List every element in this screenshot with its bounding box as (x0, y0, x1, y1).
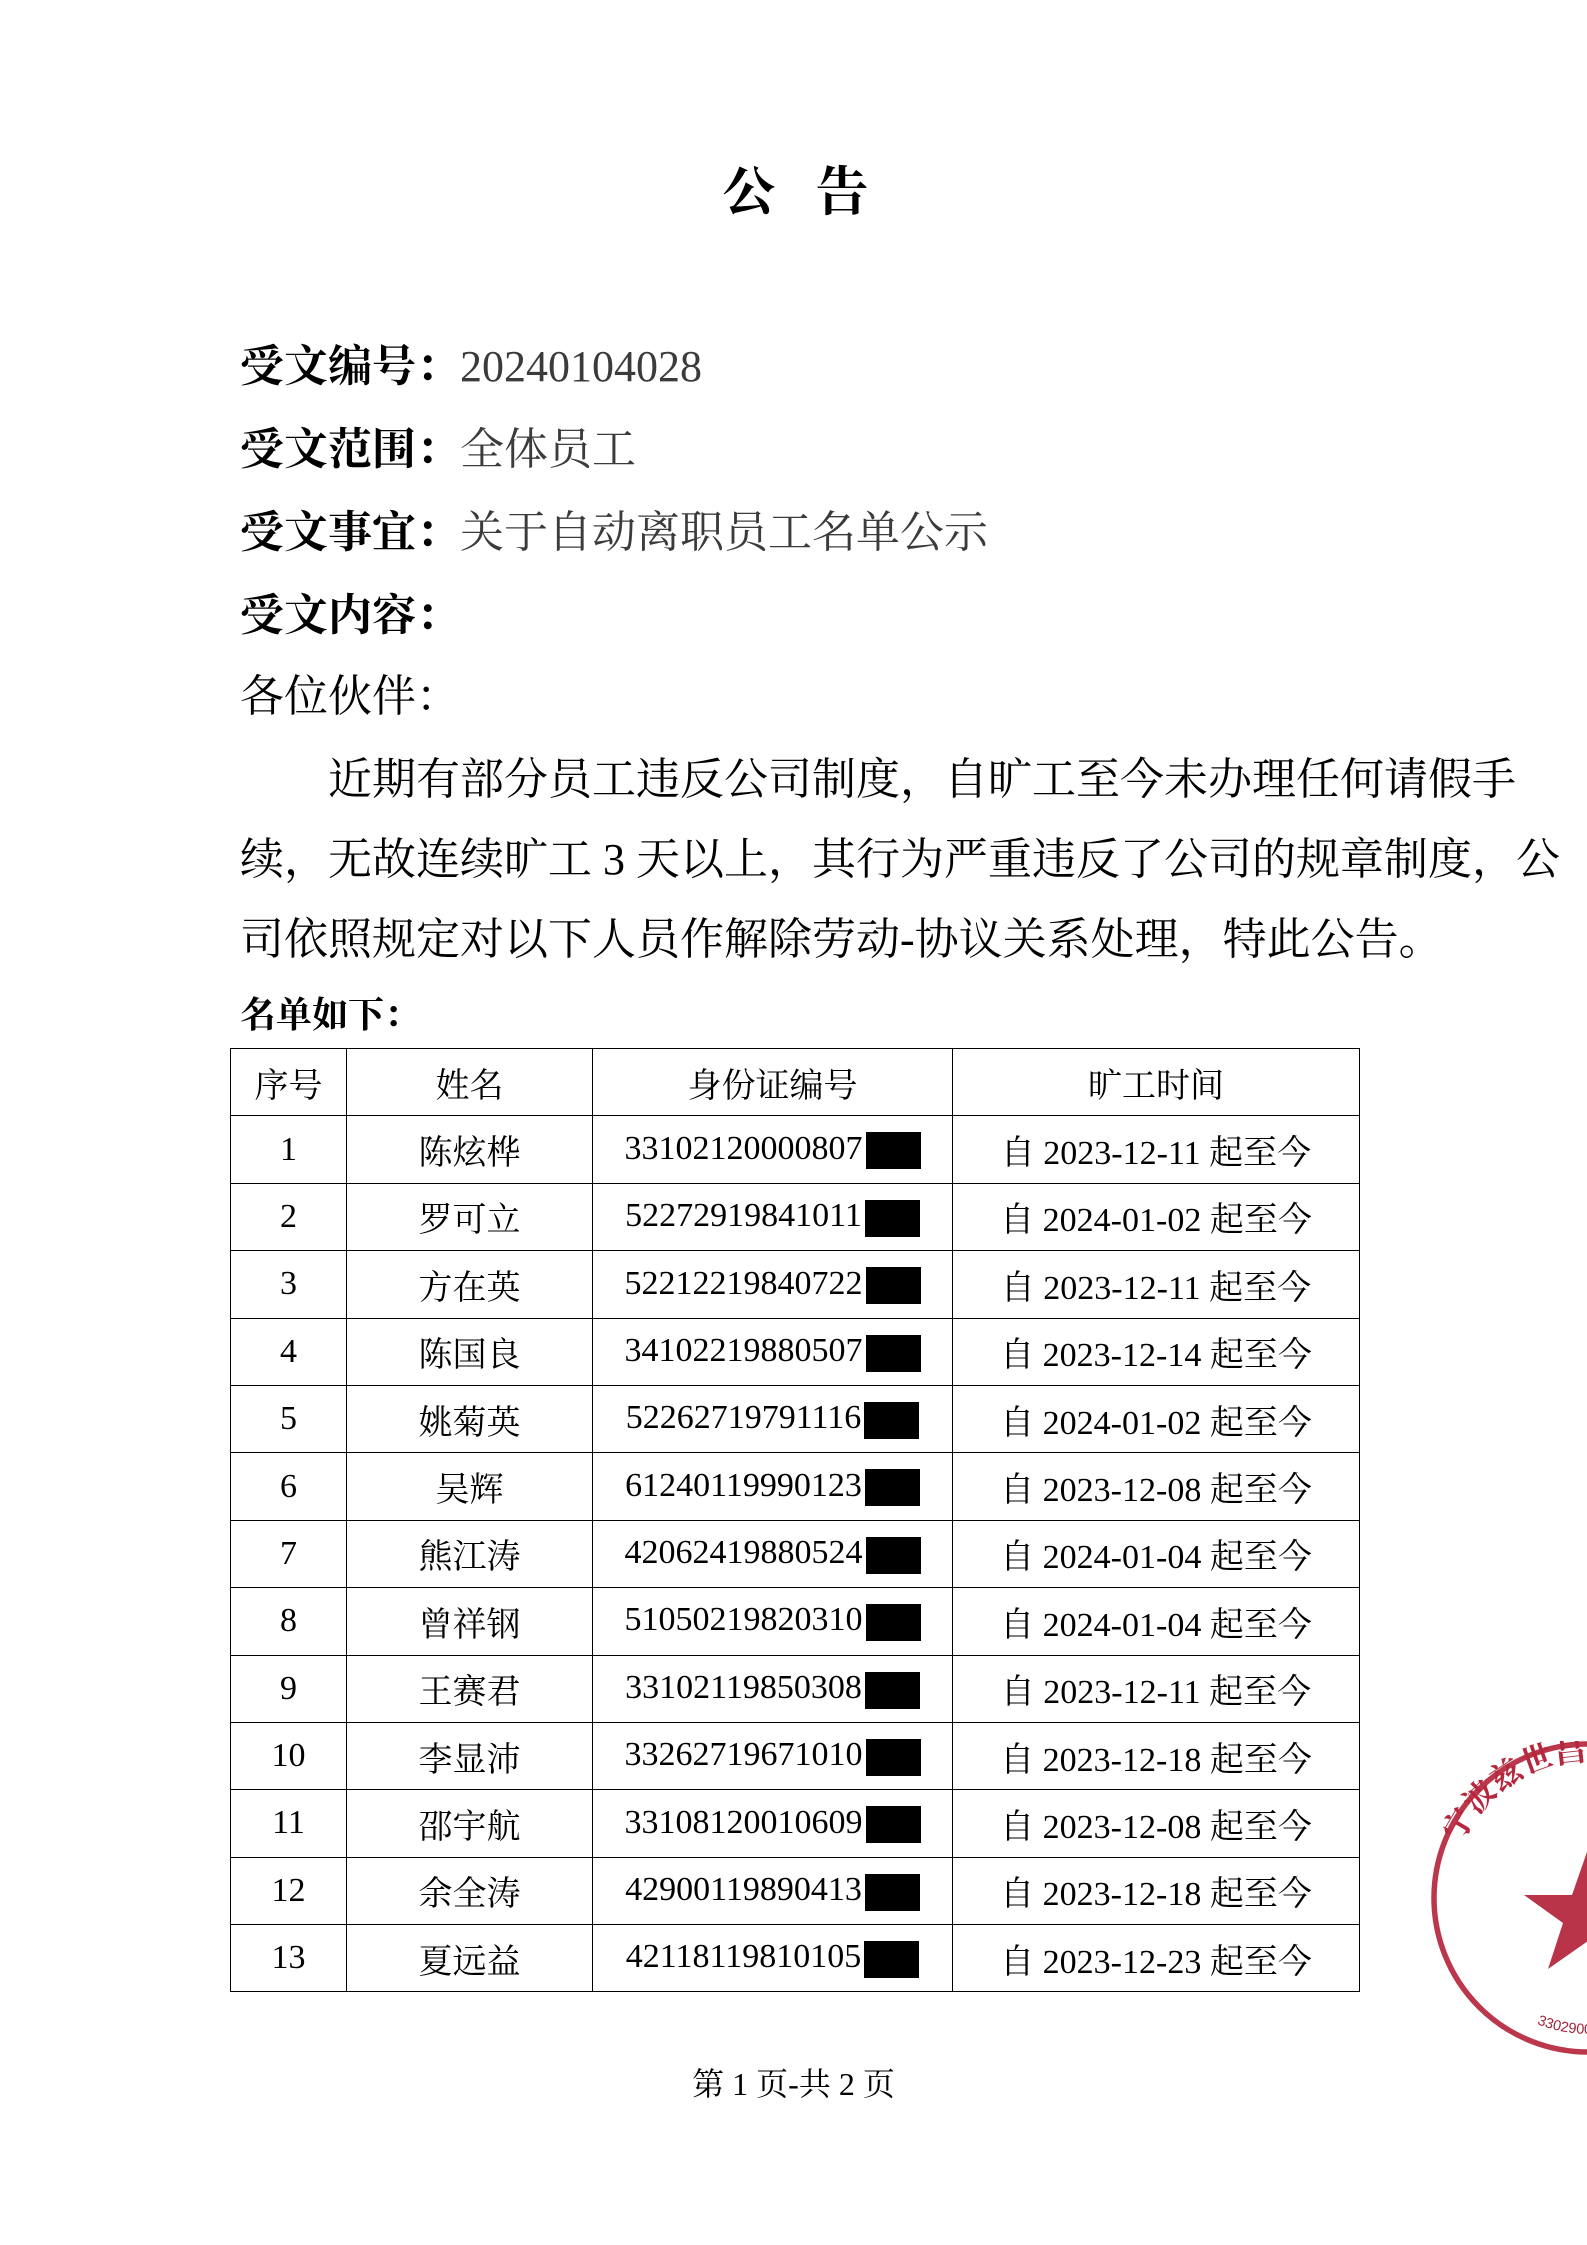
svg-text:3302900008708: 3302900008708 (1535, 2013, 1587, 2038)
svg-text:宁波兹世昌和伟胜服饰: 宁波兹世昌和伟胜服饰 (1431, 1741, 1587, 1847)
